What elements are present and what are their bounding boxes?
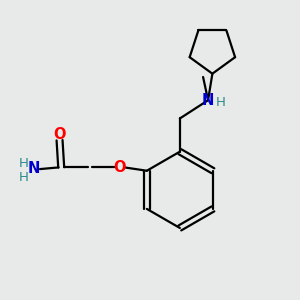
Text: H: H xyxy=(216,96,226,110)
Text: N: N xyxy=(202,93,214,108)
Text: N: N xyxy=(28,161,40,176)
Text: H: H xyxy=(19,157,28,169)
Text: O: O xyxy=(113,160,126,175)
Text: H: H xyxy=(19,171,28,184)
Text: O: O xyxy=(53,127,66,142)
